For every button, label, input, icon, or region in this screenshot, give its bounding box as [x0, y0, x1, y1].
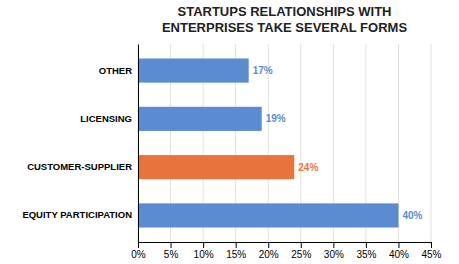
bar: [138, 155, 294, 179]
data-label: 19%: [266, 113, 286, 124]
bar: [138, 107, 262, 131]
title: STARTUPS RELATIONSHIPS WITHENTERPRISES T…: [162, 4, 407, 35]
x-tick: 20%: [259, 242, 279, 260]
x-tick-mark: [236, 242, 237, 248]
y-tick: LICENSING: [80, 113, 132, 124]
data-labels: 40% 24% 19% 17%: [253, 65, 423, 221]
x-tick-label: 45%: [421, 249, 441, 260]
grid-line: [138, 44, 139, 242]
bar: [138, 58, 249, 82]
y-tick-label: EQUITY PARTICIPATION: [22, 209, 132, 220]
y-tick-label: CUSTOMER-SUPPLIER: [27, 161, 132, 172]
data-label: 17%: [253, 65, 273, 76]
y-axis-line: [138, 45, 139, 243]
bar: [138, 203, 398, 227]
data-label: 40%: [402, 210, 422, 221]
x-tick-mark: [138, 242, 139, 248]
x-tick-label: 35%: [356, 249, 376, 260]
grid: [138, 44, 431, 242]
y-tick-label: LICENSING: [80, 113, 132, 124]
data-label: 24%: [298, 162, 318, 173]
x-tick-label: 25%: [291, 249, 311, 260]
title-line: ENTERPRISES TAKE SEVERAL FORMS: [162, 20, 407, 35]
y-axis: EQUITY PARTICIPATION CUSTOMER-SUPPLIER LIC…: [22, 45, 138, 243]
chart: STARTUPS RELATIONSHIPS WITHENTERPRISES T…: [0, 0, 459, 264]
x-tick-label: 40%: [389, 249, 409, 260]
x-axis-line: [139, 243, 432, 249]
plot: 0% 5% 10% 15% 20% 25% 30% 35% 40% 45% EQUITY PARTI…: [22, 44, 441, 260]
x-tick-label: 15%: [226, 249, 246, 260]
x-tick-mark: [366, 242, 367, 248]
x-tick: 25%: [291, 242, 311, 260]
y-tick-label: OTHER: [99, 65, 132, 76]
x-tick: 10%: [194, 242, 214, 260]
x-tick: 0%: [131, 242, 146, 260]
y-tick: OTHER: [99, 65, 132, 76]
x-tick-label: 0%: [131, 249, 146, 260]
title-line: STARTUPS RELATIONSHIPS WITH: [177, 4, 391, 19]
x-tick-mark: [333, 242, 334, 248]
x-axis: 0% 5% 10% 15% 20% 25% 30% 35% 40% 45%: [131, 242, 441, 260]
y-tick: EQUITY PARTICIPATION: [22, 209, 132, 220]
x-tick: 45%: [421, 242, 441, 260]
x-tick: 5%: [164, 242, 179, 260]
grid-line: [431, 44, 432, 242]
x-tick-label: 10%: [194, 249, 214, 260]
x-tick-mark: [431, 242, 432, 248]
x-tick-mark: [398, 242, 399, 248]
bars: [138, 58, 398, 227]
x-tick-label: 30%: [324, 249, 344, 260]
x-tick: 40%: [389, 242, 409, 260]
x-tick-mark: [171, 242, 172, 248]
x-tick-label: 20%: [259, 249, 279, 260]
x-tick: 15%: [226, 242, 246, 260]
x-tick: 35%: [356, 242, 376, 260]
x-tick-mark: [301, 242, 302, 248]
x-tick-label: 5%: [164, 249, 179, 260]
x-tick-mark: [203, 242, 204, 248]
x-tick: 30%: [324, 242, 344, 260]
x-tick-mark: [268, 242, 269, 248]
y-tick: CUSTOMER-SUPPLIER: [27, 161, 132, 172]
